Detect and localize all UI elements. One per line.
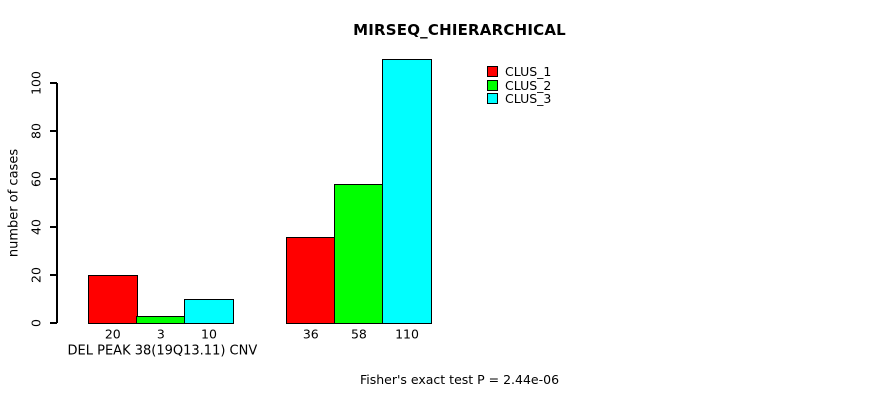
footer-annotation: Fisher's exact test P = 2.44e-06 bbox=[359, 372, 560, 387]
legend-label: CLUS_3 bbox=[505, 90, 552, 106]
bar-value-label: 10 bbox=[201, 326, 217, 342]
y-axis-line bbox=[56, 83, 58, 323]
x-axis-group-label: DEL PEAK 38(19Q13.11) CNV bbox=[67, 343, 258, 359]
y-axis-tick-label: 0 bbox=[28, 319, 44, 327]
bar-value-label: 58 bbox=[350, 326, 367, 342]
legend: CLUS_1 CLUS_2 CLUS_3 bbox=[487, 64, 552, 106]
y-axis-tick bbox=[50, 130, 57, 132]
y-axis-title: number of cases bbox=[6, 148, 22, 258]
legend-label: CLUS_2 bbox=[505, 77, 552, 93]
y-axis-tick-label: 100 bbox=[28, 71, 44, 95]
bar-clus_2-group1 bbox=[136, 315, 186, 324]
y-axis-tick-label: 20 bbox=[28, 267, 44, 283]
y-axis-tick bbox=[50, 322, 57, 324]
y-axis-tick-label: 60 bbox=[28, 171, 44, 187]
chart-title: MIRSEQ_CHIERARCHICAL bbox=[353, 21, 566, 39]
bar-clus_1-group2 bbox=[286, 236, 336, 324]
bar-clus_2-group2 bbox=[334, 183, 384, 324]
bar-value-label: 3 bbox=[156, 326, 165, 342]
legend-item-clus_1: CLUS_1 bbox=[487, 64, 552, 80]
bar-clus_1-group1 bbox=[88, 275, 138, 324]
y-axis-tick bbox=[50, 274, 57, 276]
legend-swatch-icon bbox=[487, 79, 498, 91]
legend-item-clus_3: CLUS_3 bbox=[487, 90, 552, 106]
y-axis-tick bbox=[50, 178, 57, 180]
bar-clus_3-group2 bbox=[382, 59, 432, 324]
y-axis-tick bbox=[50, 82, 57, 84]
y-axis-tick bbox=[50, 226, 57, 228]
legend-label: CLUS_1 bbox=[505, 64, 552, 80]
legend-swatch-icon bbox=[487, 92, 498, 104]
bar-clus_3-group1 bbox=[184, 299, 234, 324]
legend-item-clus_2: CLUS_2 bbox=[487, 77, 552, 93]
y-axis-tick-label: 40 bbox=[28, 219, 44, 235]
bar-value-label: 20 bbox=[104, 326, 121, 342]
bar-value-label: 36 bbox=[302, 326, 319, 342]
bar-value-label: 110 bbox=[395, 326, 419, 342]
legend-swatch-icon bbox=[487, 66, 498, 78]
y-axis-tick-label: 80 bbox=[28, 123, 44, 139]
